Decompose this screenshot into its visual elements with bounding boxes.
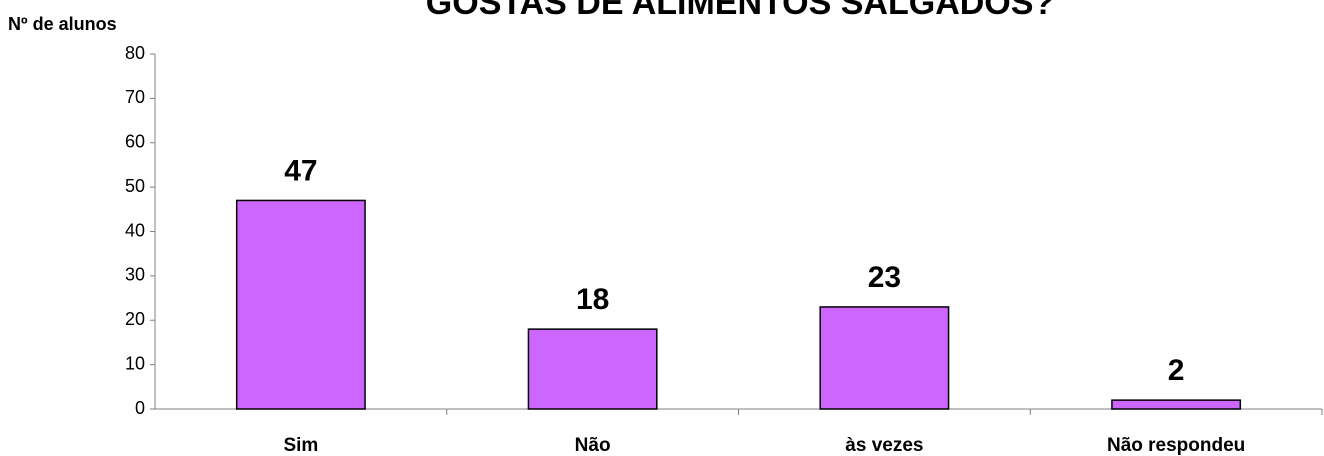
- y-tick-label: 20: [125, 309, 145, 329]
- y-tick-label: 60: [125, 132, 145, 152]
- data-label: 2: [1168, 354, 1185, 387]
- y-tick-label: 40: [125, 220, 145, 240]
- x-tick-label: Não: [575, 435, 611, 456]
- bar: [235, 199, 366, 410]
- chart-title: GOSTAS DE ALIMENTOS SALGADOS?: [426, 0, 1054, 22]
- y-tick-label: 70: [125, 87, 145, 107]
- x-tick-label: às vezes: [845, 435, 923, 456]
- y-tick-label: 10: [125, 353, 145, 373]
- y-tick-label: 50: [125, 176, 145, 196]
- data-label: 23: [868, 261, 901, 294]
- y-tick-label: 0: [135, 398, 145, 418]
- data-label: 47: [284, 154, 317, 187]
- y-tick-label: 80: [125, 43, 145, 63]
- bar: [1111, 399, 1242, 410]
- y-axis-label: Nº de alunos: [8, 14, 117, 34]
- data-label: 18: [576, 283, 609, 316]
- x-tick-label: Não respondeu: [1107, 435, 1245, 456]
- bar: [527, 328, 658, 410]
- bar: [819, 306, 950, 410]
- y-tick-label: 30: [125, 265, 145, 285]
- x-tick-label: Sim: [283, 435, 318, 456]
